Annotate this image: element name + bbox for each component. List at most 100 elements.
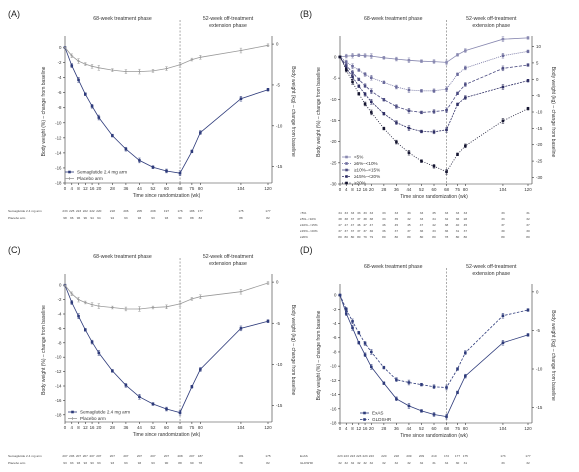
data-point bbox=[382, 127, 386, 130]
y-tick-label: -4 bbox=[58, 75, 62, 80]
x-tick-label: 80 bbox=[463, 426, 468, 431]
table-cell: 80 bbox=[407, 235, 411, 239]
table-cell: 33 bbox=[357, 211, 361, 215]
series-line bbox=[339, 56, 529, 133]
table-cell: 34 bbox=[445, 461, 449, 465]
data-point bbox=[456, 53, 459, 57]
table-cell: 94 bbox=[97, 216, 101, 220]
x-tick-label: 60 bbox=[164, 425, 169, 430]
x-axis-label: Time since randomization (wk) bbox=[133, 193, 201, 199]
data-point bbox=[501, 67, 505, 70]
table-cell: 207 bbox=[76, 454, 81, 458]
table-cell: 90 bbox=[190, 461, 194, 465]
table-cell: 80 bbox=[338, 235, 342, 239]
y-tick-label: -18 bbox=[330, 421, 337, 426]
table-cell: 93 bbox=[70, 461, 74, 465]
data-point bbox=[239, 327, 243, 330]
data-point bbox=[445, 170, 448, 174]
table-cell: 36 bbox=[445, 229, 449, 233]
table-row-label: ≥20% bbox=[300, 235, 308, 239]
x-tick-label: 68 bbox=[178, 186, 183, 191]
data-point bbox=[407, 88, 411, 92]
data-point bbox=[199, 368, 202, 371]
x-tick-label: 36 bbox=[394, 187, 399, 192]
legend-label: Semaglutide 2.4 mg arm bbox=[80, 410, 130, 415]
table-cell: 223 bbox=[369, 454, 374, 458]
x-tick-label: 20 bbox=[96, 425, 101, 430]
data-point bbox=[199, 131, 202, 134]
x-tick-label: 28 bbox=[110, 425, 115, 430]
data-point bbox=[526, 333, 530, 337]
table-row-label: GLDSHR bbox=[300, 461, 314, 465]
table-cell: 207 bbox=[164, 454, 169, 458]
table-cell: 42 bbox=[432, 223, 436, 227]
table-cell: 45 bbox=[464, 223, 468, 227]
phase-label-off: 52-week off-treatment bbox=[466, 264, 517, 270]
x-tick-label: 60 bbox=[432, 426, 437, 431]
data-point bbox=[382, 366, 386, 369]
data-point bbox=[432, 413, 436, 416]
table-cell: 207 bbox=[189, 454, 194, 458]
table-cell: 80 bbox=[382, 235, 386, 239]
y-tick-label: -15 bbox=[330, 118, 337, 123]
series-line bbox=[339, 294, 529, 418]
data-point bbox=[420, 89, 423, 93]
table-cell: 47 bbox=[420, 223, 424, 227]
table-cell: 40 bbox=[456, 223, 460, 227]
data-point bbox=[344, 312, 348, 315]
table-cell: 80 bbox=[526, 235, 530, 239]
x-tick-label: 28 bbox=[381, 426, 386, 431]
data-point bbox=[351, 54, 354, 57]
data-point bbox=[351, 71, 354, 74]
data-point bbox=[395, 85, 398, 89]
table-cell: 223 bbox=[76, 209, 81, 213]
table-cell: 32 bbox=[382, 461, 386, 465]
y-tick-label: -10 bbox=[55, 120, 62, 125]
x-tick-label: 0 bbox=[64, 425, 67, 430]
table-cell: 47 bbox=[370, 223, 374, 227]
data-point bbox=[456, 73, 459, 76]
table-cell: 47 bbox=[338, 223, 342, 227]
table-cell: 96 bbox=[70, 216, 74, 220]
table-cell: 32 bbox=[345, 461, 349, 465]
table-cell: 223 bbox=[337, 454, 342, 458]
table-cell: 177 bbox=[455, 454, 460, 458]
data-point bbox=[432, 130, 436, 134]
x-tick-label: 44 bbox=[406, 426, 411, 431]
table-cell: 208 bbox=[150, 209, 155, 213]
table-cell: 90 bbox=[178, 216, 182, 220]
table-cell: 38 bbox=[370, 217, 374, 221]
data-point bbox=[344, 60, 348, 64]
table-cell: 80 bbox=[464, 235, 468, 239]
data-point bbox=[395, 378, 398, 381]
data-point bbox=[357, 84, 361, 88]
x-tick-label: 16 bbox=[363, 426, 368, 431]
table-cell: 82 bbox=[266, 216, 270, 220]
table-cell: 33 bbox=[501, 211, 505, 215]
y-tick-label: -10 bbox=[330, 97, 337, 102]
series-line bbox=[339, 51, 529, 92]
y-tick-label: 0 bbox=[334, 54, 337, 59]
phase-label-off: 52-week off-treatment bbox=[466, 16, 517, 22]
data-point bbox=[151, 402, 155, 406]
table-cell: 34 bbox=[338, 211, 342, 215]
x-tick-label: 60 bbox=[432, 187, 437, 192]
y-right-tick-label: -5 bbox=[536, 93, 540, 98]
x-tick-label: 12 bbox=[356, 426, 361, 431]
y-tick-label: -8 bbox=[58, 105, 62, 110]
data-point bbox=[526, 36, 530, 40]
data-point bbox=[432, 60, 436, 63]
legend-marker bbox=[345, 168, 348, 172]
data-point bbox=[344, 308, 348, 311]
data-point bbox=[501, 54, 505, 57]
table-cell: 78 bbox=[199, 461, 203, 465]
legend-label: <5% bbox=[354, 155, 363, 160]
table-cell: 36 bbox=[456, 217, 460, 221]
data-point bbox=[432, 89, 436, 93]
y-tick-label: -16 bbox=[55, 398, 62, 403]
table-cell: 223 bbox=[362, 454, 367, 458]
series-line bbox=[339, 56, 529, 113]
table-row-label: Semaglutide 2.4 mg arm bbox=[8, 209, 42, 213]
y-tick-label: -6 bbox=[58, 90, 62, 95]
data-point bbox=[111, 134, 114, 137]
